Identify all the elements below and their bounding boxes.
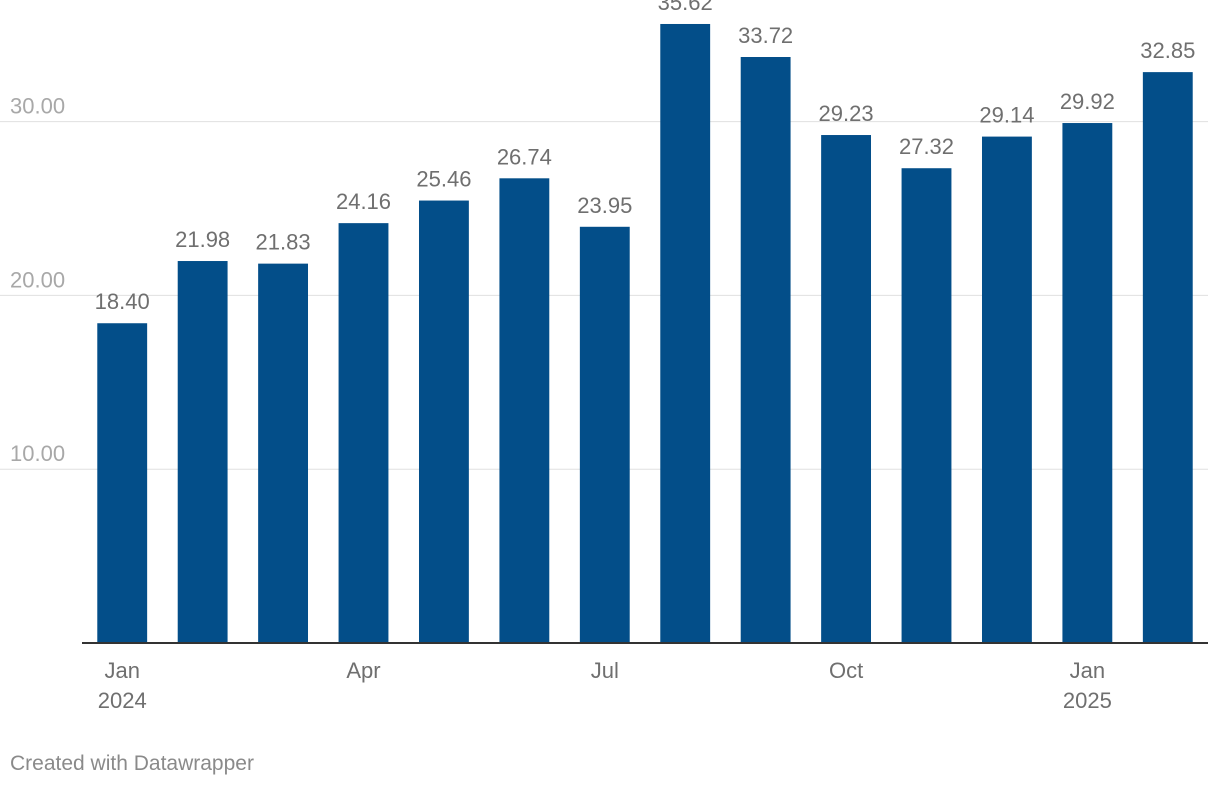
bar[interactable] xyxy=(258,263,309,643)
bar-value-label: 29.14 xyxy=(979,103,1034,128)
bar[interactable] xyxy=(821,135,872,643)
bar-value-label: 29.92 xyxy=(1060,89,1115,114)
bar[interactable] xyxy=(499,178,550,643)
bar-chart: 10.00 20.00 30.00 18.40 21.98 21.83 24.16 25.4… xyxy=(0,0,1208,713)
bar-value-label: 21.98 xyxy=(175,227,230,252)
bar-value-label: 24.16 xyxy=(336,189,391,214)
bar[interactable] xyxy=(1062,123,1113,643)
bar[interactable] xyxy=(660,23,711,643)
bar-value-label: 32.85 xyxy=(1140,38,1195,63)
bar[interactable] xyxy=(1142,72,1193,644)
bar-value-label: 26.74 xyxy=(497,144,552,169)
bar[interactable] xyxy=(981,136,1032,643)
bar[interactable] xyxy=(177,261,228,643)
value-labels: 18.40 21.98 21.83 24.16 25.46 26.74 23.95 35.62… xyxy=(95,0,1196,314)
bar[interactable] xyxy=(740,57,791,643)
x-tick-label: 2025 xyxy=(1063,688,1112,713)
bar[interactable] xyxy=(579,226,630,643)
bar[interactable] xyxy=(901,168,952,643)
bar-value-label: 33.72 xyxy=(738,23,793,48)
x-tick-label: Apr xyxy=(346,658,380,683)
x-axis: Jan 2024 Apr Jul Oct Jan 2025 xyxy=(82,642,1208,713)
bar-value-label: 21.83 xyxy=(256,230,311,255)
bar-value-label: 35.62 xyxy=(658,0,713,15)
x-tick-label: Oct xyxy=(829,658,863,683)
y-tick-label: 20.00 xyxy=(10,267,65,292)
x-tick-label: Jul xyxy=(591,658,619,683)
bar-value-label: 18.40 xyxy=(95,289,150,314)
x-tick-label: Jan xyxy=(104,658,139,683)
bar-series xyxy=(97,23,1193,644)
bar-value-label: 27.32 xyxy=(899,134,954,159)
x-tick-label: Jan xyxy=(1070,658,1105,683)
bar[interactable] xyxy=(97,323,148,643)
bar[interactable] xyxy=(418,200,469,643)
bar-value-label: 23.95 xyxy=(577,193,632,218)
credit-text[interactable]: Created with Datawrapper xyxy=(10,752,254,775)
bar[interactable] xyxy=(338,223,389,644)
bar-value-label: 25.46 xyxy=(416,167,471,192)
y-tick-label: 10.00 xyxy=(10,441,65,466)
bar-value-label: 29.23 xyxy=(819,101,874,126)
x-tick-label: 2024 xyxy=(98,688,147,713)
y-tick-label: 30.00 xyxy=(10,94,65,119)
